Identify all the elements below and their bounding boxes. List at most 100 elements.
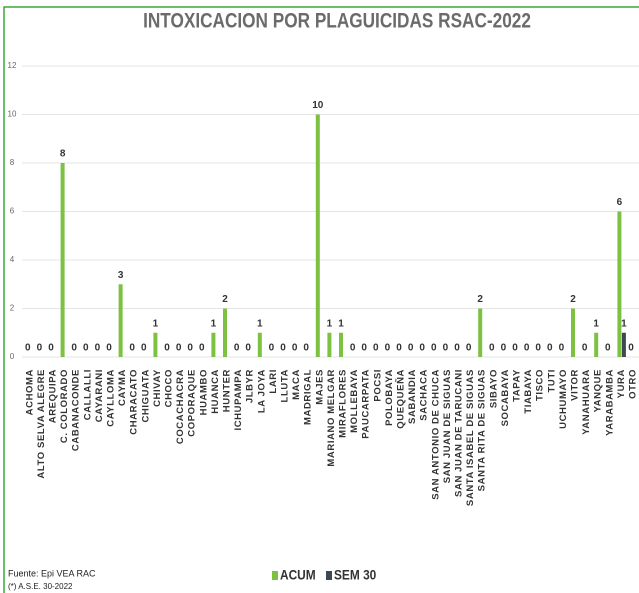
legend-label: SEM 30 [334, 567, 376, 583]
value-label: 0 [408, 343, 414, 354]
x-tick-label: TIABAYA [523, 369, 534, 414]
value-label: 0 [164, 343, 170, 354]
value-label: 0 [95, 343, 101, 354]
x-tick-label: CABANACONDE [71, 369, 82, 451]
x-tick-label: HUAMBO [198, 369, 209, 415]
x-tick-label: MARIANO MELGAR [326, 369, 337, 467]
x-tick-label: YANQUE [593, 369, 604, 412]
x-tick-label: MACA [291, 369, 302, 400]
x-tick-label: CHIGUATA [140, 369, 151, 423]
frame [3, 6, 639, 593]
x-tick-label: CHIVAY [152, 369, 163, 407]
value-label: 0 [269, 343, 275, 354]
value-label: 1 [338, 318, 344, 329]
value-label: 0 [350, 343, 356, 354]
source: Fuente: Epi VEA RAC [8, 568, 96, 578]
value-label: 0 [373, 343, 379, 354]
legend-label: ACUM [280, 567, 316, 583]
bar [571, 308, 575, 357]
value-label: 0 [234, 343, 240, 354]
value-label: 0 [71, 343, 77, 354]
x-tick-label: TUTI [546, 369, 557, 393]
bar [594, 332, 599, 357]
x-tick-label: CAYLLOMA [106, 369, 117, 427]
value-label: 0 [303, 343, 309, 354]
value-label: 0 [396, 343, 402, 354]
x-tick-label: MADRIGAL [303, 369, 314, 425]
x-tick-label: ICHUPAMPA [233, 369, 244, 431]
value-label: 0 [48, 343, 54, 354]
x-tick-label: ACHOMA [24, 369, 35, 415]
value-label: 0 [280, 343, 286, 354]
value-label: 1 [593, 318, 599, 329]
value-label: 1 [621, 318, 627, 329]
value-label: 1 [327, 318, 333, 329]
y-tick-label: 6 [10, 207, 15, 216]
value-label: 0 [83, 343, 89, 354]
x-tick-label: COCACHACRA [175, 369, 186, 444]
x-tick-label: CALLALLI [82, 369, 93, 420]
value-label: 0 [559, 343, 565, 354]
y-tick-label: 8 [10, 158, 15, 167]
bar [327, 332, 332, 357]
value-label: 0 [501, 343, 507, 354]
value-label: 2 [477, 294, 483, 305]
value-label: 0 [547, 343, 553, 354]
bar [257, 332, 262, 357]
bar [339, 332, 343, 357]
x-tick-label: HUANCA [210, 369, 221, 414]
x-tick-label: SIBAYO [488, 369, 499, 408]
legend-swatch [272, 571, 278, 580]
x-tick-label: SANTA RITA DE SIGUAS [477, 369, 488, 491]
x-tick-label: SANTA ISABEL DE SIGUAS [465, 369, 476, 506]
x-tick-label: MOLLEBAYA [349, 369, 360, 433]
bar [153, 332, 158, 357]
value-label: 0 [419, 343, 425, 354]
value-label: 0 [37, 343, 43, 354]
x-tick-label: C. COLORADO [59, 369, 70, 443]
x-tick-label: SACHACA [419, 369, 430, 421]
x-tick-label: VITOR [570, 369, 581, 401]
x-tick-label: POCSI [372, 369, 383, 402]
x-tick-label: CHOCO [164, 369, 175, 407]
y-tick-label: 0 [10, 352, 15, 361]
value-label: 0 [454, 343, 460, 354]
value-label: 0 [141, 343, 147, 354]
note: (*) A.S.E. 30-2022 [8, 582, 73, 591]
x-tick-label: YANAHUARA [581, 369, 592, 435]
bar [223, 308, 227, 357]
x-tick-label: PAUCARPATA [361, 369, 372, 439]
x-tick-label: LLUTA [280, 369, 291, 402]
value-label: 0 [385, 343, 391, 354]
value-label: 0 [605, 343, 611, 354]
x-tick-label: COPORAQUE [187, 369, 198, 437]
value-label: 0 [25, 343, 31, 354]
y-tick-label: 12 [8, 61, 17, 70]
x-tick-label: MIRAFLORES [338, 369, 349, 438]
x-tick-label: CHARACATO [129, 369, 140, 435]
value-label: 0 [292, 343, 298, 354]
x-tick-label: TAPAY [512, 369, 523, 402]
x-tick-label: OTRO [628, 369, 639, 399]
bar [315, 114, 320, 357]
bar [211, 332, 216, 357]
value-label: 0 [582, 343, 588, 354]
bar [60, 163, 65, 357]
value-label: 0 [431, 343, 437, 354]
legend-swatch [326, 571, 332, 580]
x-tick-label: SOCABAYA [500, 369, 511, 426]
value-label: 0 [524, 343, 530, 354]
x-tick-label: SAN ANTONIO DE CHUCA [430, 369, 441, 500]
x-tick-label: YARABAMBA [604, 369, 615, 436]
value-label: 2 [570, 294, 576, 305]
x-tick-label: CAYMA [117, 369, 128, 406]
value-label: 3 [118, 270, 124, 281]
x-tick-label: TISCO [535, 369, 546, 401]
x-tick-label: YURA [616, 369, 627, 398]
x-tick-label: SAN JUAN DE TARUCANI [454, 369, 465, 497]
bar [478, 308, 483, 357]
x-tick-label: AREQUIPA [48, 369, 59, 423]
value-label: 2 [222, 294, 228, 305]
value-label: 0 [106, 343, 112, 354]
